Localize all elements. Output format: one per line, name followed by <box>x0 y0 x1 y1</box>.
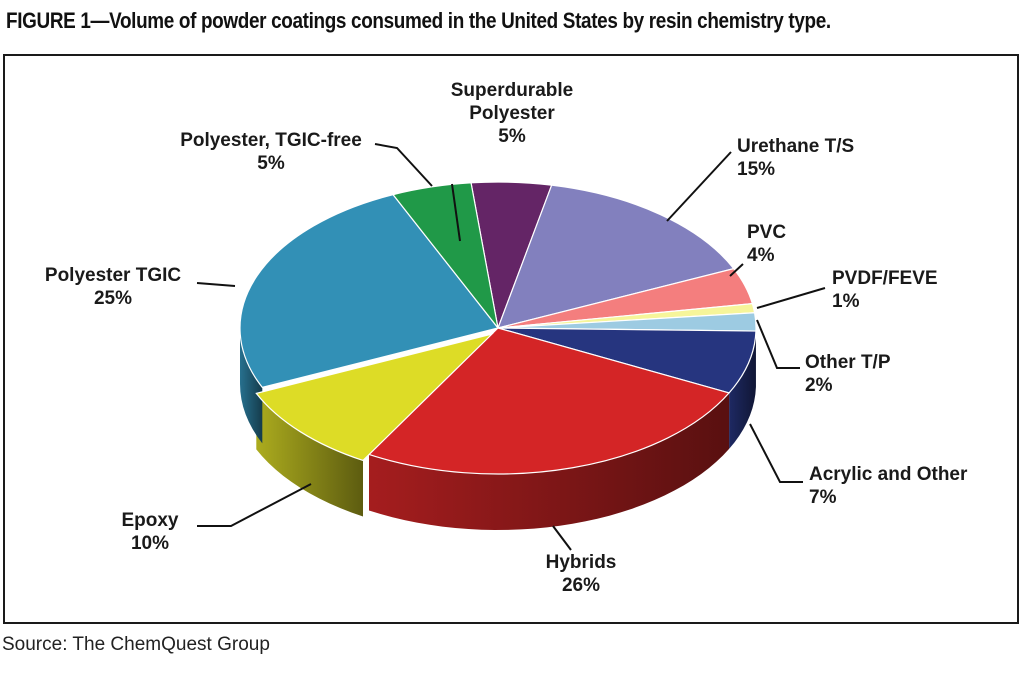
pie-side-5 <box>729 331 756 449</box>
chart-frame: Superdurable Polyester 5% Urethane T/S 15% PV… <box>3 54 1019 624</box>
slice-percent-label: 15% <box>737 159 775 180</box>
pie-slice-polyester-tgic-free <box>392 182 499 329</box>
leader-line-3 <box>756 287 826 309</box>
slice-name-label: Polyester TGIC <box>45 265 181 286</box>
leader-line-8 <box>196 282 236 287</box>
slice-name-label: Hybrids <box>546 552 617 573</box>
pie-side-7 <box>256 393 363 517</box>
leader-line-2 <box>729 263 744 277</box>
slice-name-label: Other T/P <box>805 352 891 373</box>
slice-percent-label: 10% <box>131 533 169 554</box>
slice-percent-label: 5% <box>257 153 285 174</box>
slice-percent-label: 26% <box>562 575 600 596</box>
leader-line-0 <box>451 183 461 242</box>
slice-name-label: Polyester, TGIC-free <box>180 130 362 151</box>
pie-slice-epoxy <box>255 332 495 462</box>
leader-line-6 <box>552 525 572 551</box>
slice-name-label: Superdurable <box>451 80 573 101</box>
slice-percent-label: 2% <box>805 375 833 396</box>
source-note: Source: The ChemQuest Group <box>2 634 270 655</box>
slice-name-label: PVC <box>747 222 786 243</box>
slice-percent-label: 25% <box>94 288 132 309</box>
leader-line-7 <box>197 483 312 527</box>
slice-percent-label: 7% <box>809 487 837 508</box>
slice-percent-label: 5% <box>498 126 526 147</box>
pie-side-6 <box>369 392 730 530</box>
pie-side-8 <box>240 328 263 444</box>
slice-name-label: Urethane T/S <box>737 136 854 157</box>
leader-line-1 <box>666 151 732 222</box>
slice-percent-label: 1% <box>832 291 860 312</box>
slice-percent-label: 4% <box>747 245 775 266</box>
figure-title: FIGURE 1—Volume of powder coatings consu… <box>6 8 831 33</box>
pie-slice-polyester-tgic <box>239 193 500 389</box>
leader-line-9 <box>374 143 433 187</box>
pie-slice-hybrids <box>367 327 731 475</box>
pie-slice-urethane-t-s <box>497 184 735 329</box>
slice-name-label: Polyester <box>469 103 555 124</box>
pie-top <box>239 181 757 475</box>
pie-side-walls <box>240 328 756 530</box>
leader-line-4 <box>756 319 800 369</box>
slice-name-label: PVDF/FEVE <box>832 268 938 289</box>
slice-name-label: Acrylic and Other <box>809 464 968 485</box>
slice-name-label: Epoxy <box>121 510 178 531</box>
leader-line-5 <box>749 423 803 483</box>
pie-slice-acrylic-and-other <box>497 327 757 394</box>
